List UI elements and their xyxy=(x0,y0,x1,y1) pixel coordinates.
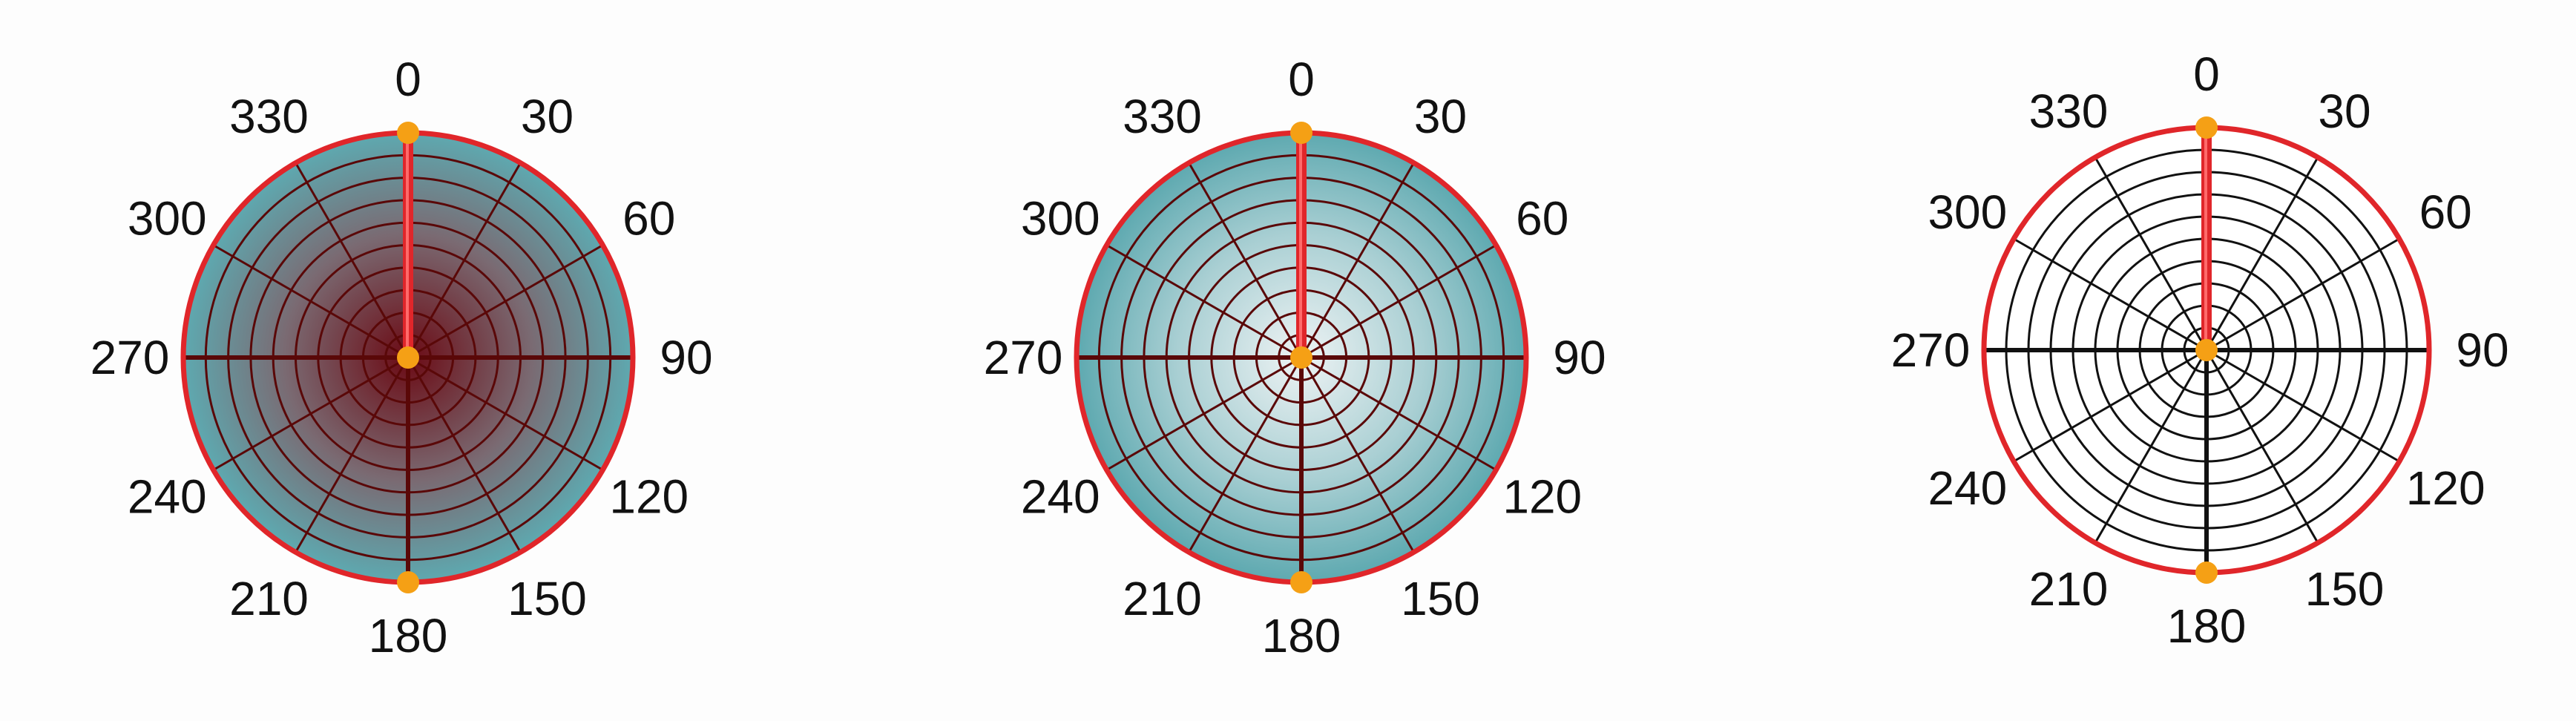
grid-spoke xyxy=(1301,244,1497,359)
grid-spoke xyxy=(407,356,604,471)
angle-label-90: 90 xyxy=(1553,331,1606,384)
polar-dial-plain: 0 30 60 90 120 150 180 210 240 270 300 330 xyxy=(1891,47,2509,653)
angle-label-180: 180 xyxy=(369,609,448,662)
angle-label-240: 240 xyxy=(1021,470,1100,524)
angle-label-300: 300 xyxy=(1021,192,1100,246)
angle-label-330: 330 xyxy=(2029,85,2109,138)
angle-label-330: 330 xyxy=(1123,90,1202,143)
grid-spoke xyxy=(1105,356,1302,471)
angle-label-120: 120 xyxy=(1502,470,1582,524)
grid-spoke xyxy=(2094,349,2208,544)
grid-spoke xyxy=(295,162,410,358)
angle-label-60: 60 xyxy=(1516,192,1568,246)
angle-label-270: 270 xyxy=(91,331,170,384)
grid-spoke xyxy=(407,162,522,358)
grid-spoke xyxy=(1301,356,1497,471)
angle-label-210: 210 xyxy=(1123,572,1202,625)
grid-spoke xyxy=(1188,162,1303,358)
grid-spoke xyxy=(212,356,409,471)
marker-dot-bottom xyxy=(2195,562,2218,584)
grid-spoke xyxy=(295,357,410,553)
grid-spoke xyxy=(1300,162,1415,358)
marker-dot-bottom xyxy=(1290,571,1312,593)
angle-label-240: 240 xyxy=(128,470,207,524)
grid-spoke xyxy=(2013,237,2207,352)
angle-label-210: 210 xyxy=(229,572,309,625)
angle-label-0: 0 xyxy=(2193,47,2220,101)
angle-label-150: 150 xyxy=(2305,562,2385,616)
angle-label-0: 0 xyxy=(1288,53,1315,106)
angle-label-180: 180 xyxy=(1262,609,1341,662)
angle-label-150: 150 xyxy=(507,572,587,625)
angle-label-180: 180 xyxy=(2167,599,2247,653)
marker-dot-center xyxy=(2195,339,2218,361)
angle-label-330: 330 xyxy=(229,90,309,143)
grid-spoke xyxy=(2205,349,2319,544)
angle-label-30: 30 xyxy=(521,90,574,143)
grid-spoke xyxy=(2013,349,2207,463)
angle-label-270: 270 xyxy=(1891,323,1971,377)
grid-spoke xyxy=(212,244,409,359)
grid-spoke xyxy=(1105,244,1302,359)
angle-label-30: 30 xyxy=(2318,85,2370,138)
grid-spoke xyxy=(407,357,522,553)
marker-dot-bottom xyxy=(397,571,419,593)
polar-dial-dark-center: 0 30 60 90 120 150 180 210 240 270 300 330 xyxy=(91,53,713,662)
angle-label-300: 300 xyxy=(128,192,207,246)
angle-label-300: 300 xyxy=(1928,185,2007,239)
marker-dot-center xyxy=(397,346,419,369)
angle-label-90: 90 xyxy=(2456,323,2508,377)
angle-label-150: 150 xyxy=(1401,572,1480,625)
marker-dot-top xyxy=(2195,116,2218,139)
grid-spoke xyxy=(1188,357,1303,553)
angle-label-210: 210 xyxy=(2029,562,2109,616)
angle-label-240: 240 xyxy=(1928,461,2007,515)
grid-spoke xyxy=(407,244,604,359)
marker-dot-center xyxy=(1290,346,1312,369)
grid-spoke xyxy=(2206,349,2400,463)
marker-dot-top xyxy=(397,122,419,144)
angle-label-120: 120 xyxy=(2406,461,2485,515)
angle-label-90: 90 xyxy=(660,331,712,384)
marker-dot-top xyxy=(1290,122,1312,144)
angle-label-0: 0 xyxy=(395,53,421,106)
grid-spoke xyxy=(2094,157,2208,351)
grid-spoke xyxy=(2206,237,2400,352)
angle-label-60: 60 xyxy=(2419,185,2472,239)
angle-label-270: 270 xyxy=(984,331,1063,384)
grid-spoke xyxy=(1300,357,1415,553)
grid-spoke xyxy=(2205,157,2319,351)
angle-label-60: 60 xyxy=(622,192,675,246)
angle-label-30: 30 xyxy=(1414,90,1467,143)
polar-dial-light-center: 0 30 60 90 120 150 180 210 240 270 300 330 xyxy=(984,53,1606,662)
angle-label-120: 120 xyxy=(609,470,689,524)
